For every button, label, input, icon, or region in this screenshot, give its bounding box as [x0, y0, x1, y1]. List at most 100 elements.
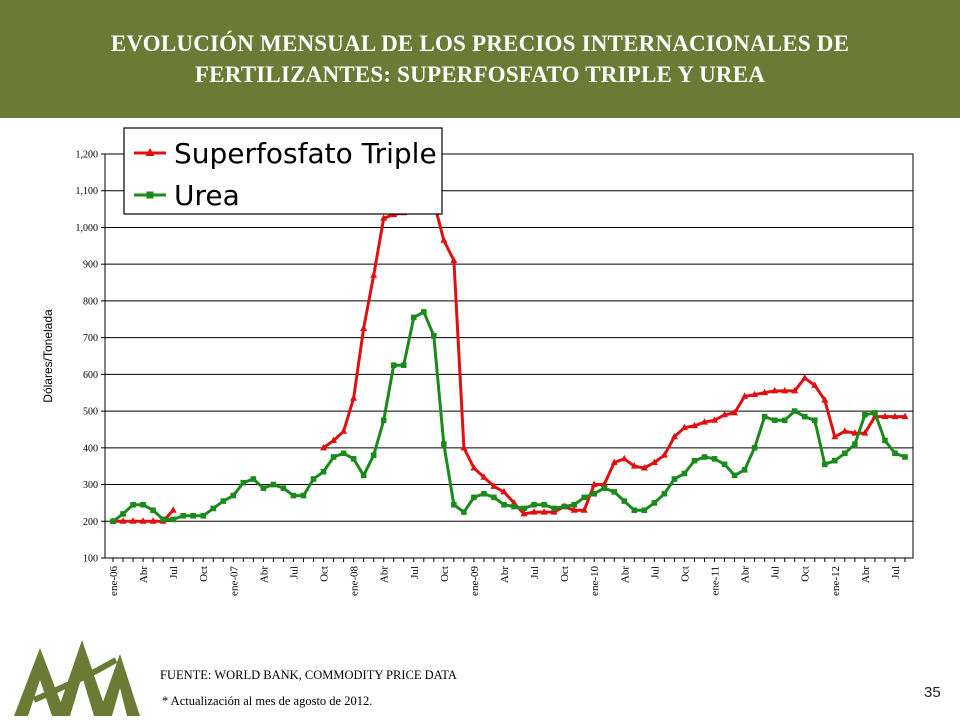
data-point	[832, 457, 838, 464]
data-point	[350, 394, 358, 401]
data-point	[340, 450, 347, 457]
data-point	[801, 413, 808, 420]
data-point	[380, 417, 387, 424]
page-title: EVOLUCIÓN MENSUAL DE LOS PRECIOS INTERNA…	[20, 28, 940, 90]
data-point	[150, 507, 156, 514]
x-tick-label: ene-11	[710, 566, 722, 596]
x-tick-label: Abr	[619, 566, 631, 583]
data-point	[761, 413, 768, 420]
data-point	[370, 452, 377, 458]
data-point	[461, 509, 467, 515]
data-point	[620, 454, 628, 462]
x-tick-label: Abr	[258, 566, 270, 583]
data-point	[781, 386, 789, 394]
data-point	[731, 472, 738, 479]
page-number: 35	[924, 684, 941, 701]
x-tick-label: ene-09	[469, 566, 481, 596]
data-point	[872, 410, 878, 416]
series-urea	[110, 309, 908, 525]
data-point	[791, 408, 798, 414]
data-point	[340, 427, 348, 434]
data-point	[881, 412, 889, 420]
page-title-line-2: FERTILIZANTES: SUPERFOSFATO TRIPLE Y URE…	[194, 62, 766, 87]
data-point	[610, 458, 618, 466]
data-point	[591, 490, 598, 497]
data-point	[561, 503, 567, 510]
x-tick-label: Jul	[529, 566, 541, 579]
data-point	[440, 236, 448, 243]
data-point	[190, 512, 197, 519]
y-tick-label: 600	[83, 370, 98, 381]
data-point	[801, 374, 809, 381]
y-tick-label: 1,100	[76, 186, 99, 197]
data-point	[601, 485, 608, 492]
data-point	[811, 381, 819, 388]
data-point	[650, 458, 658, 466]
y-axis-label: Dólares/Tonelada	[41, 309, 55, 403]
data-point	[852, 441, 858, 447]
data-point	[450, 256, 458, 264]
data-point	[139, 517, 147, 524]
data-point	[691, 457, 698, 464]
data-point	[680, 423, 688, 431]
data-point	[290, 492, 297, 499]
data-point	[300, 492, 307, 499]
x-tick-label: Oct	[559, 566, 571, 582]
data-point	[230, 492, 237, 499]
x-tick-label: ene-06	[108, 566, 120, 596]
y-tick-label: 1,000	[76, 223, 99, 234]
x-tick-label: ene-10	[589, 566, 601, 596]
data-point	[110, 518, 116, 525]
data-point	[711, 416, 719, 423]
data-point	[670, 432, 678, 440]
data-point	[420, 309, 427, 315]
x-tick-label: Oct	[319, 566, 331, 582]
x-tick-label: Oct	[800, 566, 812, 582]
data-point	[851, 429, 859, 436]
data-point	[240, 479, 247, 486]
data-point	[360, 472, 367, 479]
data-point	[541, 501, 547, 508]
legend-marker	[146, 191, 154, 199]
data-point	[570, 506, 578, 513]
data-point	[721, 410, 729, 418]
data-point	[410, 314, 417, 321]
data-point	[330, 454, 337, 460]
data-point	[140, 501, 146, 508]
plot-area	[104, 153, 914, 559]
y-tick-label: 300	[83, 480, 98, 491]
data-point	[431, 333, 437, 339]
data-point	[681, 470, 688, 477]
data-point	[320, 443, 328, 451]
data-point	[531, 501, 537, 508]
data-point	[741, 467, 748, 473]
data-point	[700, 418, 708, 425]
data-point	[480, 473, 488, 480]
data-point	[160, 516, 166, 523]
data-point	[611, 489, 618, 495]
data-point	[120, 511, 126, 517]
x-tick-label: Oct	[439, 566, 451, 582]
data-point	[481, 490, 487, 497]
legend-box	[123, 127, 443, 215]
data-point	[771, 386, 779, 394]
data-point	[581, 494, 587, 501]
data-point	[540, 508, 548, 515]
data-point	[470, 464, 478, 471]
data-point	[821, 461, 828, 468]
data-point	[640, 464, 648, 471]
data-point	[451, 501, 457, 508]
data-point	[270, 481, 277, 488]
x-tick-label: Oct	[198, 566, 210, 582]
data-point	[831, 432, 839, 440]
legend-label: Superfosfato Triple	[174, 137, 437, 170]
data-point	[590, 480, 598, 488]
x-tick-label: Jul	[890, 566, 902, 579]
y-tick-label: 400	[83, 443, 98, 454]
data-point	[370, 271, 378, 278]
data-point	[320, 468, 327, 475]
data-point	[731, 408, 739, 416]
data-point	[791, 386, 799, 394]
x-tick-label: Jul	[168, 566, 180, 579]
data-point	[892, 450, 898, 457]
